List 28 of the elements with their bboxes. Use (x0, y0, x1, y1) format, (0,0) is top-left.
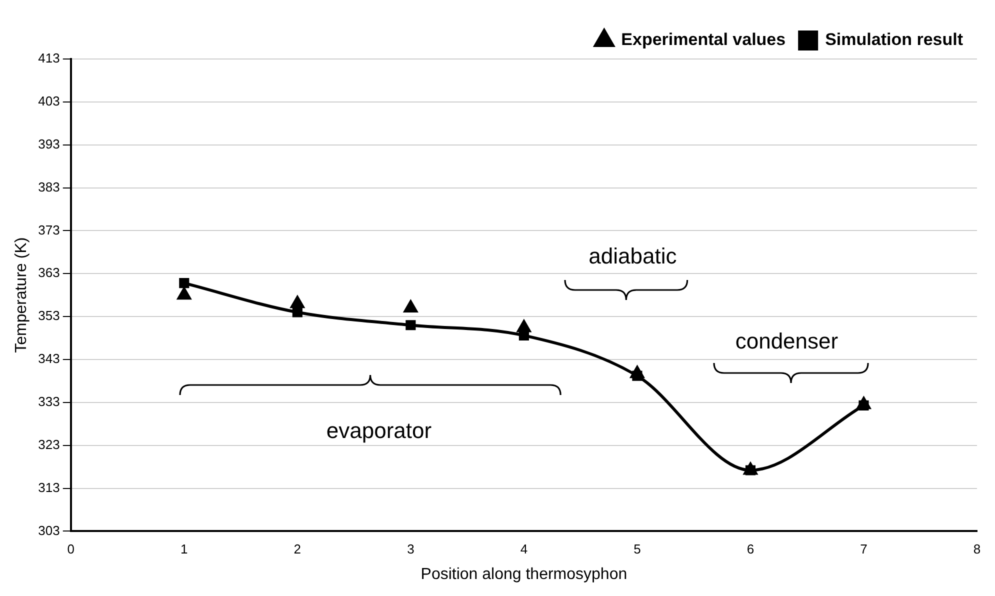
x-tick-label: 5 (634, 542, 641, 557)
y-tick-label: 333 (38, 394, 60, 409)
y-tick-label: 373 (38, 222, 60, 238)
legend-label: Experimental values (621, 30, 786, 50)
annotation: adiabatic (588, 243, 677, 268)
x-tick-label: 0 (67, 542, 75, 557)
annotation: condenser (735, 328, 838, 354)
x-tick-label: 2 (294, 542, 302, 557)
y-tick-label: 413 (38, 50, 60, 66)
y-tick-label: 323 (38, 436, 60, 452)
y-tick-label: 383 (38, 179, 60, 194)
x-tick-label: 8 (973, 542, 981, 557)
legend-label: Simulation result (825, 30, 964, 50)
x-tick-label: 7 (860, 542, 868, 557)
x-tick-label: 1 (180, 542, 188, 557)
y-tick-label: 303 (38, 522, 60, 538)
y-tick-label: 343 (38, 351, 60, 366)
x-tick-label: 4 (520, 542, 528, 557)
y-tick-label: 353 (38, 308, 60, 324)
annotation: evaporator (326, 418, 432, 444)
y-axis-title: Temperature (K) (13, 237, 30, 353)
y-tick-label: 363 (38, 265, 60, 280)
x-tick-label: 3 (407, 542, 414, 557)
y-tick-label: 313 (38, 480, 60, 495)
y-tick-label: 403 (38, 94, 60, 109)
x-axis-title: Position along thermosyphon (420, 566, 628, 583)
x-tick-label: 6 (746, 542, 754, 557)
y-tick-label: 393 (38, 136, 60, 152)
